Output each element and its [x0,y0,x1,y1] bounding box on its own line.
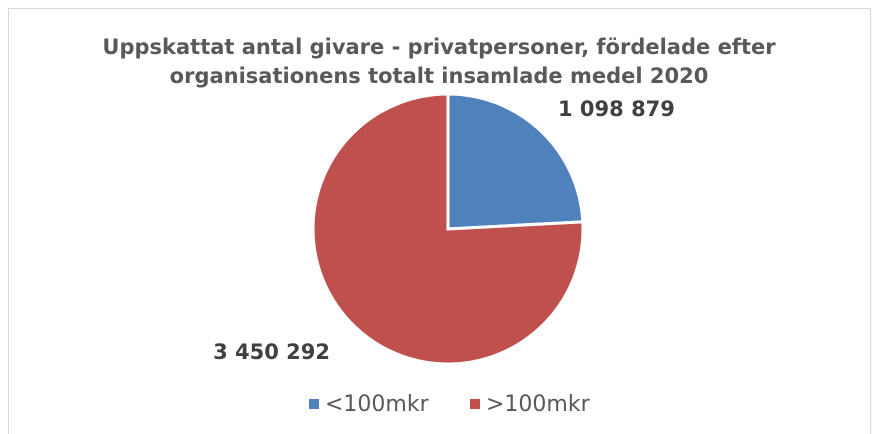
legend-label: >100mkr [486,392,591,417]
legend-swatch [470,399,480,409]
pie-slice [446,92,585,231]
data-label: 1 098 879 [558,97,675,121]
legend-swatch [309,399,319,409]
legend-label: <100mkr [325,392,430,417]
chart-frame [8,8,871,434]
data-label: 3 450 292 [213,340,330,364]
pie-slice [311,92,585,366]
chart-title: Uppskattat antal givare - privatpersoner… [102,35,776,88]
